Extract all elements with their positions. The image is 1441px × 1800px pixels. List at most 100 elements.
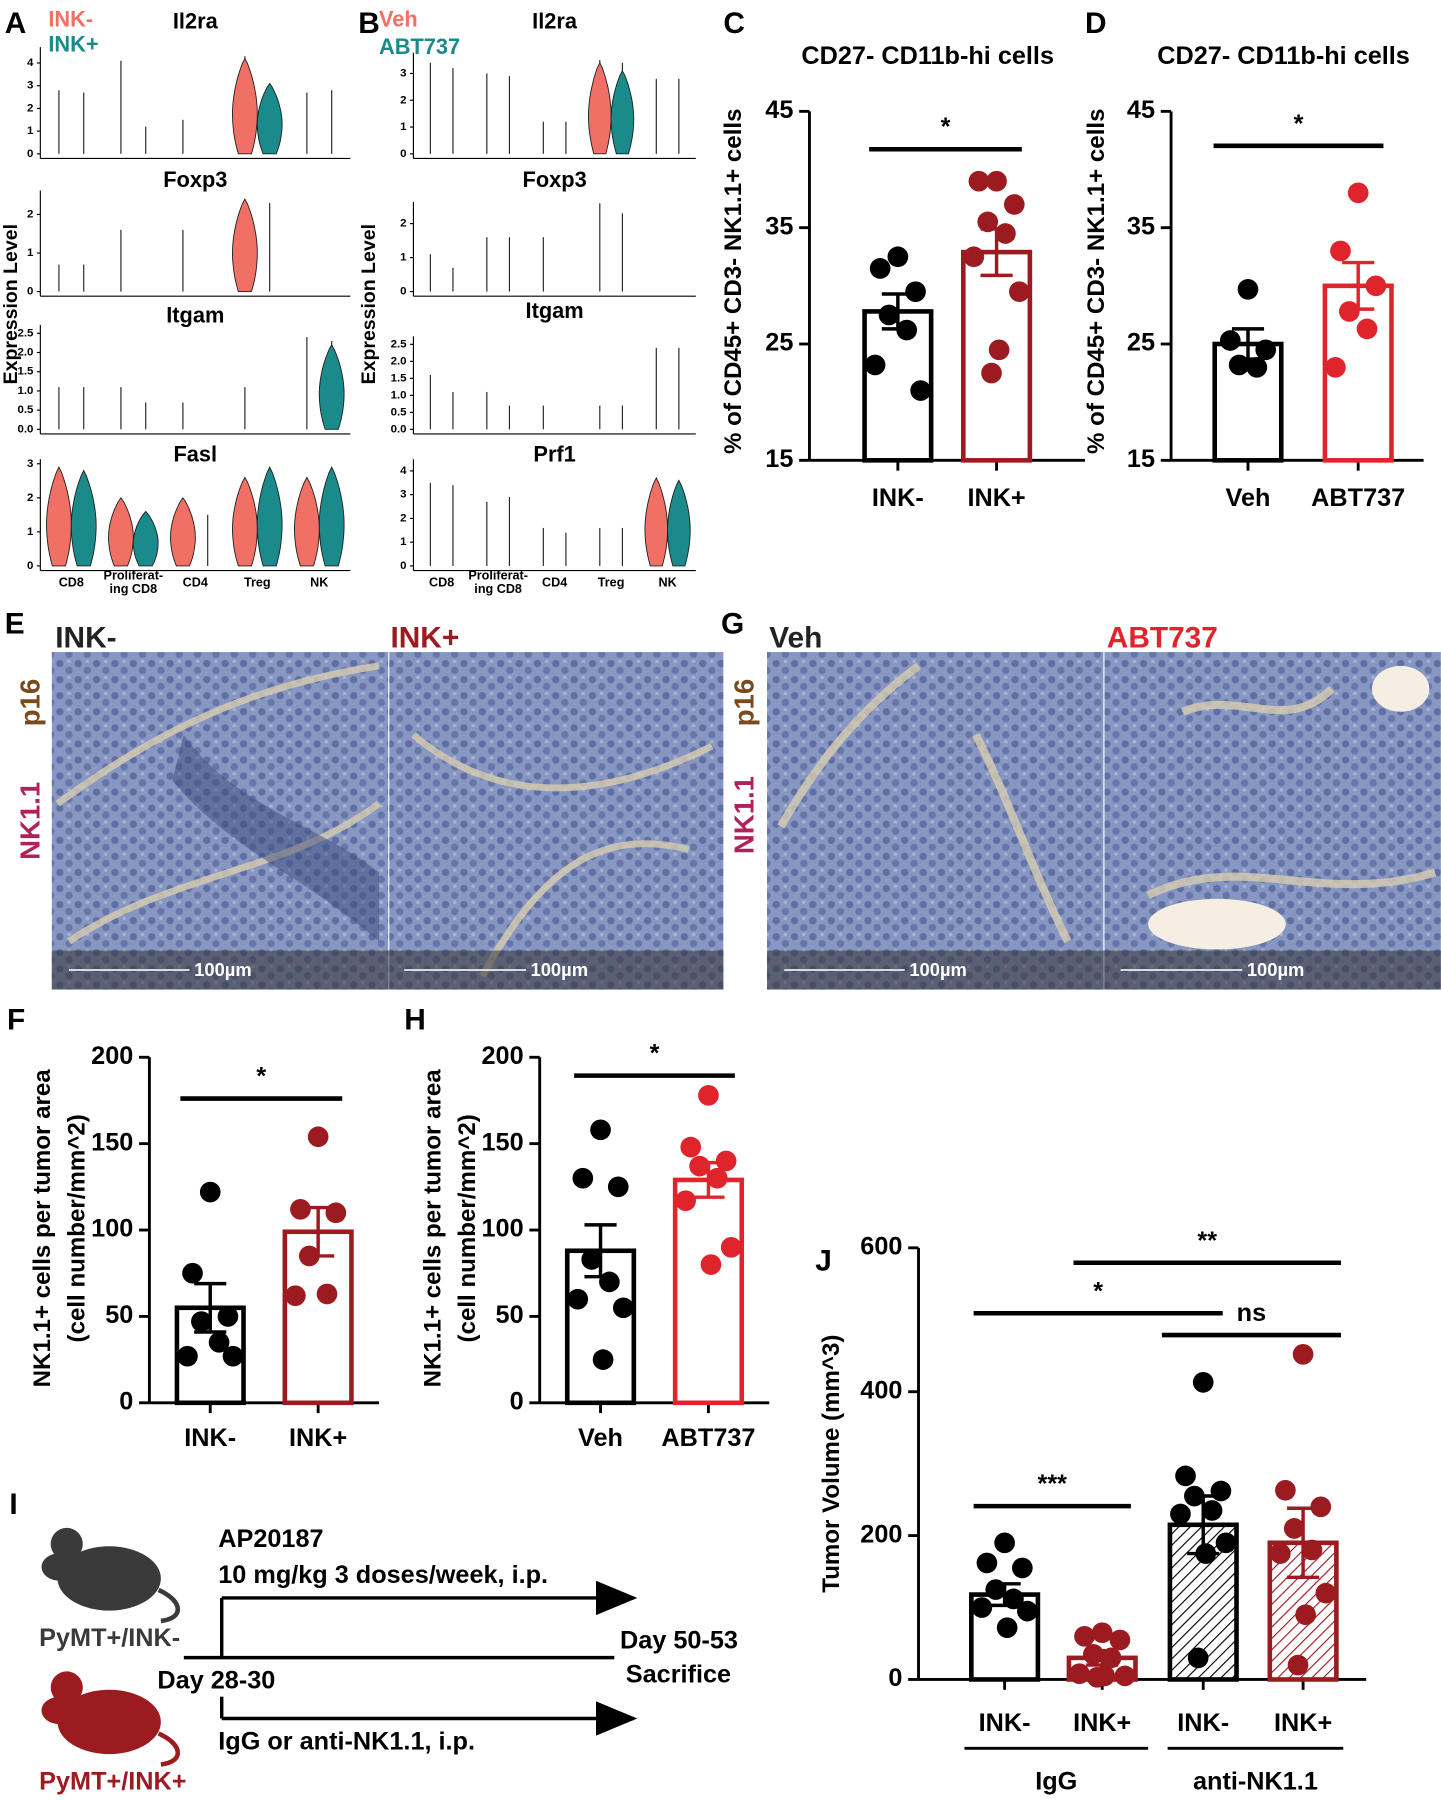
chart-title: CD27- CD11b-hi cells: [1157, 42, 1410, 70]
stain-label: NK1.1: [729, 776, 760, 854]
data-point: [1011, 1557, 1033, 1579]
data-point: [567, 1288, 589, 1310]
x-tick-label: Treg: [598, 575, 625, 589]
significance-label: ns: [1237, 1299, 1266, 1327]
y-tick-label: 25: [765, 329, 793, 357]
micrograph: [389, 652, 724, 990]
violin-body: [256, 466, 283, 567]
data-point: [1086, 1666, 1108, 1688]
time-label: Day 28-30: [157, 1666, 275, 1694]
y-tick-label: 1.5: [391, 372, 408, 384]
y-tick-label: 150: [481, 1128, 523, 1156]
data-point: [968, 170, 990, 192]
data-point: [1100, 1647, 1122, 1669]
data-point: [910, 380, 931, 401]
image-title: Veh: [769, 621, 822, 654]
group-label: IgG: [1035, 1767, 1077, 1795]
y-tick-label: 200: [860, 1520, 902, 1548]
y-tick-label: 0: [400, 560, 406, 572]
micrograph: [766, 652, 1104, 990]
data-point: [878, 304, 900, 326]
stain-label: p16: [729, 679, 760, 726]
violin-body: [132, 510, 159, 567]
violin-chart: B Veh ABT737 Expression Level CD8 Proliferat-…: [358, 6, 696, 596]
violin-body: [170, 497, 196, 567]
y-tick-label: 0: [400, 148, 406, 160]
data-point: [1292, 1343, 1314, 1365]
y-tick-label: 1: [400, 121, 407, 133]
y-tick-label: 2: [27, 492, 33, 504]
bar-chart: C CD27- CD11b-hi cells % of CD45+ CD3- NK1…: [720, 7, 1085, 512]
y-tick-label: 3: [27, 458, 33, 470]
data-point: [182, 1262, 203, 1284]
x-tick-label: INK+: [1274, 1709, 1332, 1737]
legend-entry: Veh: [379, 6, 418, 31]
bar-chart: D CD27- CD11b-hi cells % of CD45+ CD3- NK1…: [1083, 7, 1424, 512]
y-tick-label: 35: [1127, 212, 1155, 240]
y-axis-label: Expression Level: [0, 224, 22, 384]
panel-letter: H: [404, 1004, 426, 1037]
data-point: [592, 1349, 614, 1370]
y-axis-label: (cell number/mm^2): [64, 1114, 91, 1342]
y-tick-label: 35: [765, 212, 793, 240]
y-tick-label: 2: [400, 94, 406, 106]
panel-letter: F: [7, 1004, 25, 1037]
data-point: [1287, 1654, 1309, 1676]
data-point: [905, 281, 926, 302]
data-point: [1310, 1496, 1332, 1518]
time-label: Day 50-53: [620, 1626, 738, 1654]
data-point: [963, 246, 985, 268]
y-tick-label: 45: [765, 96, 793, 124]
x-tick-label: Veh: [1226, 484, 1271, 512]
y-tick-label: 0: [888, 1664, 902, 1692]
data-point: [1269, 1543, 1291, 1564]
x-tick-label: INK-: [184, 1424, 236, 1452]
scale-label: 100µm: [1247, 959, 1305, 980]
legend-entry: ABT737: [379, 34, 460, 59]
y-axis-label: Tumor Volume (mm^3): [818, 1335, 845, 1593]
data-point: [1237, 279, 1259, 300]
significance-label: *: [650, 1040, 660, 1068]
x-tick-label: CD8: [59, 575, 84, 589]
y-tick-label: 0: [510, 1387, 524, 1415]
group-label: PyMT+/INK+: [39, 1767, 186, 1795]
data-point: [1109, 1629, 1131, 1651]
time-label: Sacrifice: [626, 1661, 731, 1689]
data-point: [976, 1552, 998, 1574]
x-tick-label: Veh: [578, 1424, 623, 1452]
data-point: [698, 1084, 719, 1106]
x-tick-label: INK+: [967, 484, 1025, 512]
stroma: [777, 662, 1437, 944]
y-tick-label: 2.5: [17, 327, 34, 339]
y-tick-label: 0.5: [17, 404, 34, 416]
y-tick-label: 0: [27, 286, 33, 298]
data-point: [1017, 1600, 1038, 1622]
gene-title: Fasl: [173, 442, 217, 467]
data-point: [1170, 1503, 1191, 1525]
y-tick-label: 1: [27, 247, 34, 259]
y-tick-label: 1.0: [391, 389, 407, 401]
gene-title: Itgam: [526, 298, 584, 323]
data-point: [1069, 1663, 1090, 1685]
lumen: [1148, 898, 1286, 950]
data-point: [285, 1285, 306, 1307]
y-tick-label: 0: [400, 286, 406, 298]
data-point: [864, 354, 886, 376]
x-tick-label: CD4: [542, 575, 567, 589]
data-point: [1175, 1465, 1196, 1487]
y-tick-label: 0: [27, 560, 33, 572]
bar-chart: J Tumor Volume (mm^3) 0 200 400 600 INK- INK+ IN…: [815, 1227, 1367, 1795]
y-tick-label: 1.5: [17, 366, 34, 378]
y-tick-label: 100: [481, 1215, 523, 1243]
data-point: [700, 1254, 722, 1275]
gene-title: Prf1: [533, 442, 575, 467]
violin-body: [70, 469, 97, 567]
data-point: [1187, 1647, 1209, 1669]
data-point: [1347, 182, 1369, 204]
y-tick-label: 15: [1127, 445, 1155, 473]
violin-body: [318, 466, 345, 567]
data-point: [1246, 356, 1268, 378]
data-point: [325, 1202, 347, 1224]
data-point: [720, 1236, 742, 1258]
y-tick-label: 4: [400, 465, 407, 477]
